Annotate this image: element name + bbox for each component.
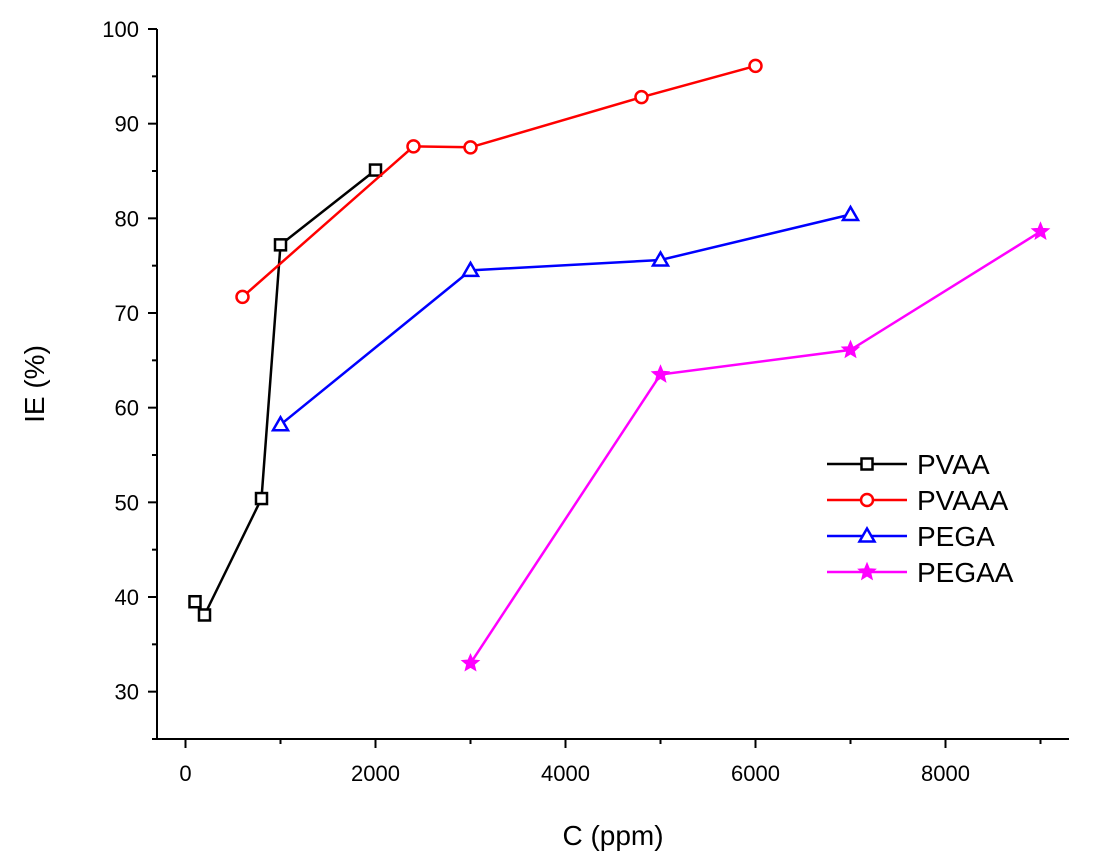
legend-marker	[859, 492, 875, 508]
legend-marker	[860, 457, 874, 471]
data-point	[235, 289, 250, 305]
series-pegaa	[460, 221, 1051, 672]
data-point	[1030, 221, 1051, 240]
legend-item: PEGA	[827, 521, 995, 552]
legend-label: PEGA	[917, 521, 995, 552]
data-point	[254, 491, 269, 506]
y-tick-label: 90	[115, 112, 139, 137]
data-point	[460, 653, 481, 672]
legend-item: PVAA	[827, 449, 990, 480]
series-pvaaa	[235, 58, 763, 305]
data-point	[634, 89, 649, 105]
series-pega	[270, 204, 861, 432]
legend: PVAA PVAAA PEGA PEGAA	[827, 449, 1014, 588]
data-point	[188, 594, 202, 609]
series-group	[188, 58, 1051, 672]
data-point	[650, 364, 671, 383]
x-tick-label: 4000	[541, 761, 590, 786]
legend-label: PEGAA	[917, 557, 1014, 588]
axes	[156, 29, 1069, 740]
y-tick-label: 40	[115, 585, 139, 610]
data-point	[463, 140, 478, 155]
legend-label: PVAA	[917, 449, 990, 480]
legend-item: PEGAA	[827, 557, 1014, 588]
ticks: 0 2000 4000 6000 8000 30 40 50 60 70 80 90 100	[102, 17, 1042, 786]
series-line	[241, 64, 756, 298]
legend-marker	[857, 561, 877, 581]
data-point	[368, 163, 383, 177]
y-tick-label: 80	[115, 206, 139, 231]
data-point	[197, 608, 212, 622]
data-point	[650, 249, 671, 267]
x-tick-label: 6000	[731, 761, 780, 786]
y-tick-label: 30	[115, 680, 139, 705]
y-tick-label: 100	[102, 17, 139, 42]
x-tick-label: 8000	[921, 761, 970, 786]
data-point	[270, 414, 291, 432]
x-tick-label: 0	[179, 761, 191, 786]
y-tick-label: 70	[115, 301, 139, 326]
y-axis-title: IE (%)	[19, 345, 50, 423]
series-pvaa	[188, 163, 383, 622]
x-tick-label: 2000	[351, 761, 400, 786]
data-point	[273, 238, 288, 252]
x-axis-title: C (ppm)	[562, 820, 663, 851]
series-line	[193, 169, 377, 618]
data-point	[748, 58, 763, 74]
data-point	[460, 260, 481, 278]
series-line	[279, 213, 851, 426]
series-line	[469, 230, 1042, 664]
data-point	[840, 204, 861, 222]
data-point	[840, 339, 861, 359]
y-tick-label: 50	[115, 490, 139, 515]
y-tick-label: 60	[115, 396, 139, 421]
data-point	[406, 139, 421, 154]
legend-label: PVAAA	[917, 485, 1009, 516]
legend-marker	[857, 525, 877, 543]
legend-item: PVAAA	[827, 485, 1009, 516]
